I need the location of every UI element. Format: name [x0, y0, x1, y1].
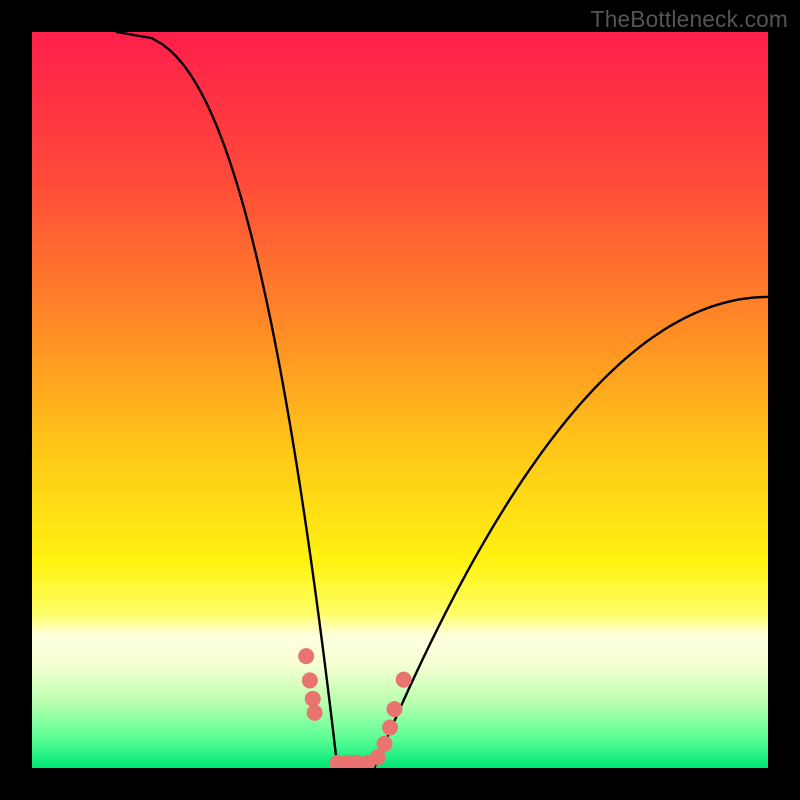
- data-marker: [305, 691, 321, 707]
- data-marker: [396, 672, 412, 688]
- data-marker: [377, 736, 393, 752]
- data-marker: [386, 701, 402, 717]
- data-marker: [382, 720, 398, 736]
- data-marker: [307, 705, 323, 721]
- data-marker: [298, 648, 314, 664]
- plot-area: [32, 32, 768, 768]
- curve-segment: [374, 297, 768, 768]
- stage: TheBottleneck.com: [0, 0, 800, 800]
- watermark-text: TheBottleneck.com: [591, 6, 788, 33]
- bottleneck-curve-chart: [32, 32, 768, 768]
- data-marker: [302, 672, 318, 688]
